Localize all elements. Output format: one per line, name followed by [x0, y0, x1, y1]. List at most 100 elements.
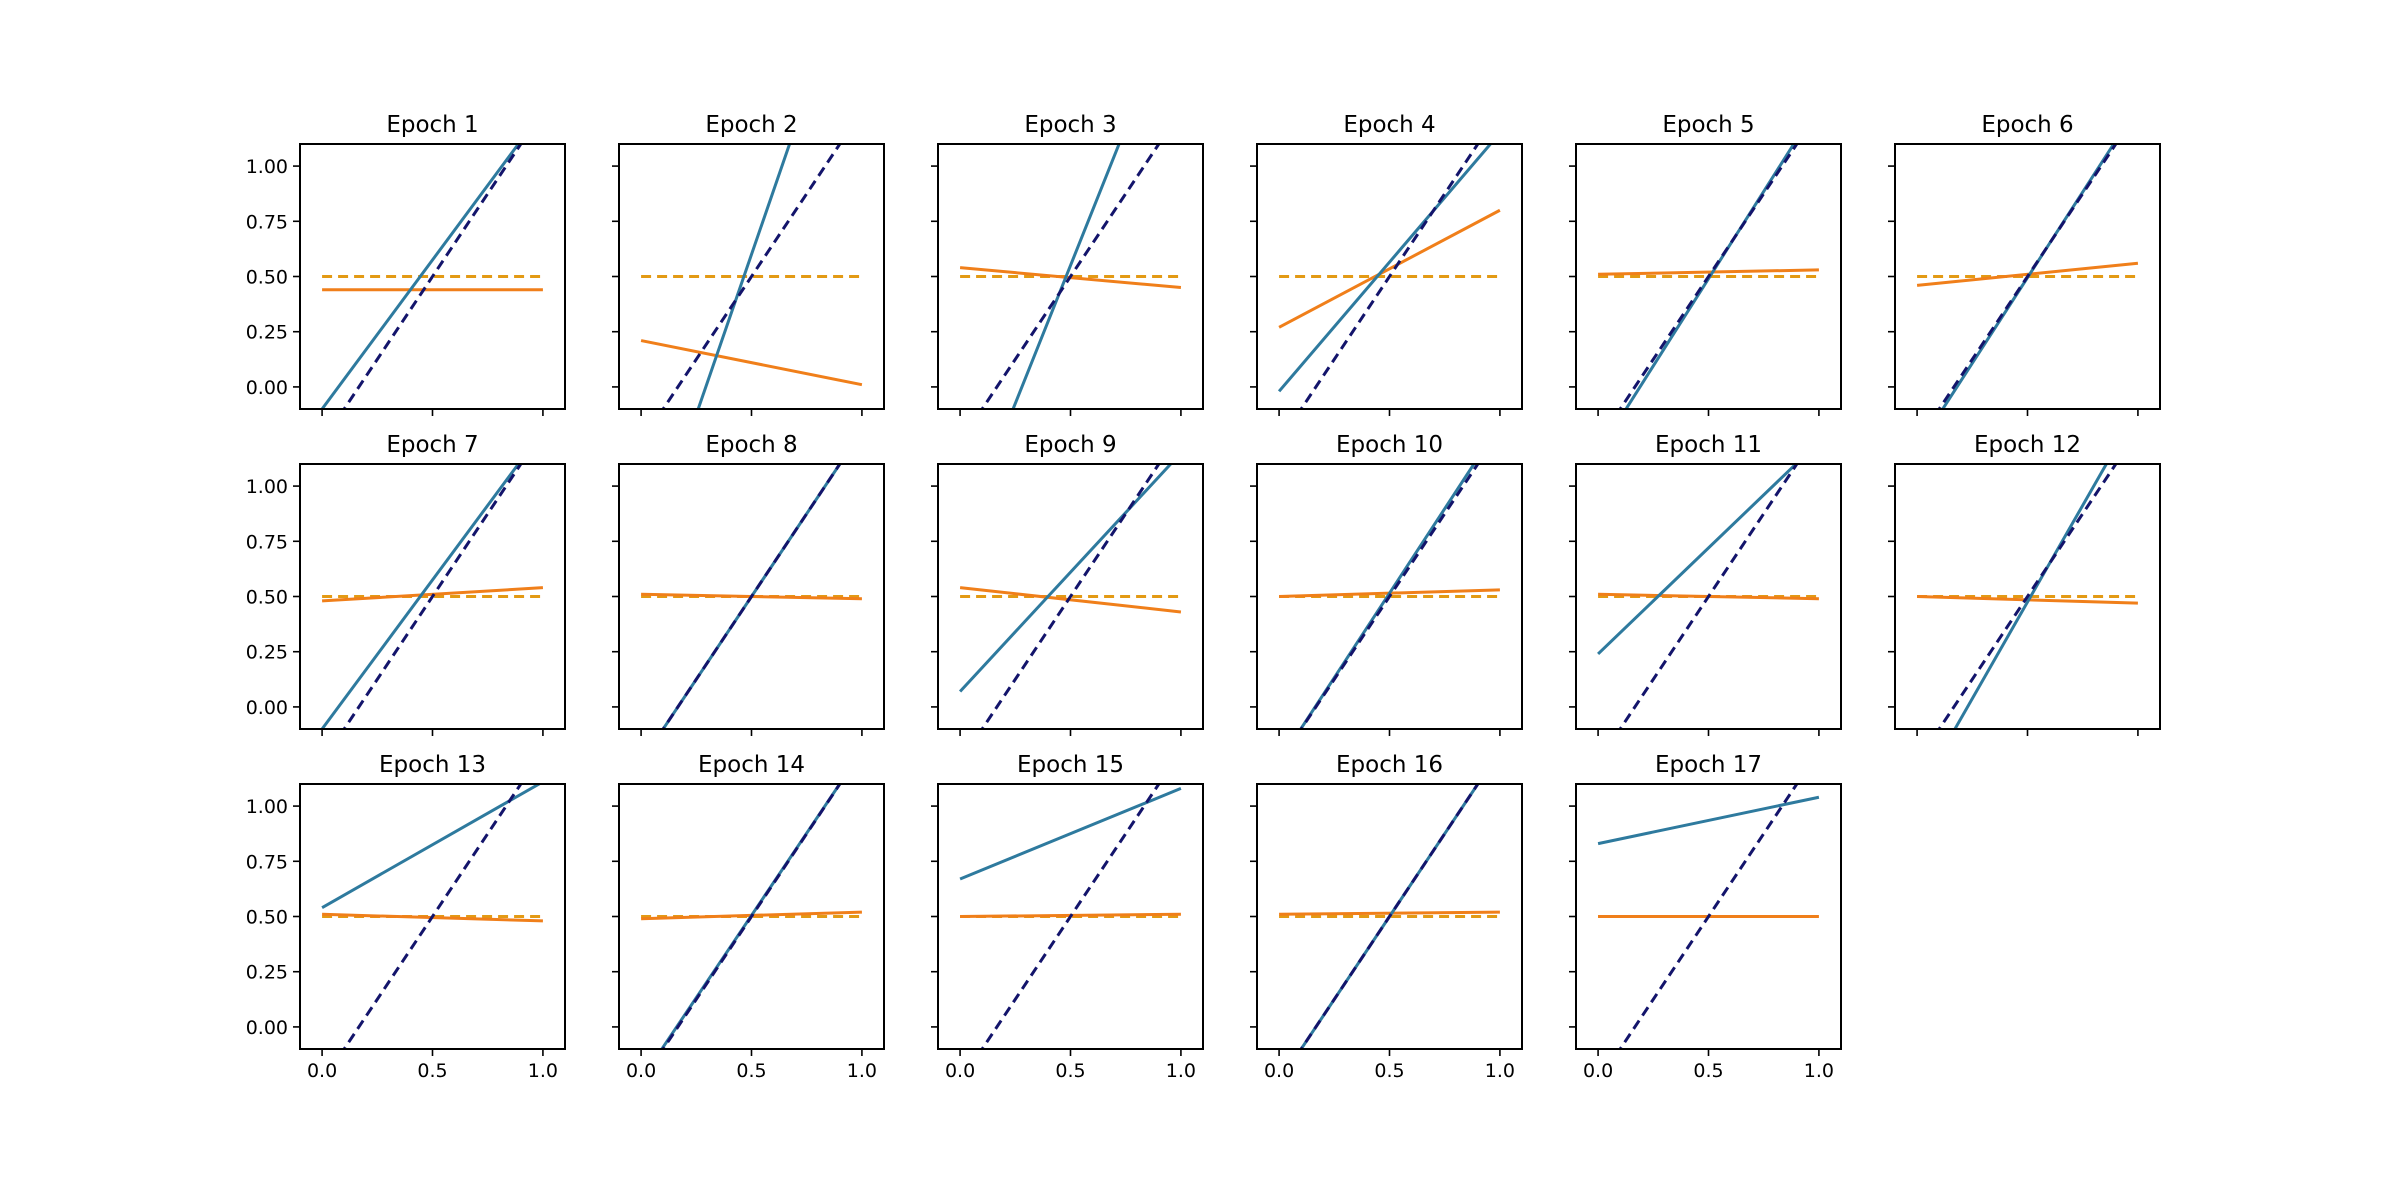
subplot-title: Epoch 1: [386, 112, 478, 138]
target-steep-dashed-line: [980, 464, 1161, 729]
plot-lines: [641, 464, 862, 729]
x-tick-label: 1.0: [528, 1060, 558, 1082]
subplot-epoch-6: Epoch 6: [1888, 112, 2161, 416]
y-tick-label: 0.50: [246, 907, 288, 929]
target-steep-dashed-line: [1937, 144, 2118, 409]
subplot-epoch-2: Epoch 2: [612, 112, 885, 416]
fitted-steep-line: [696, 144, 792, 409]
fitted-flat-line: [1598, 268, 1819, 276]
subplot-grid: Epoch 1 0.00 0.25 0.50 0.75 1.00 Epoch 2 Epoch …: [246, 112, 2161, 1082]
x-tick-label: 1.0: [1166, 1060, 1196, 1082]
y-tick-label: 0.50: [246, 267, 288, 289]
y-tick-label: 0.25: [246, 642, 288, 664]
y-tick-label: 1.00: [246, 796, 288, 818]
subplot-epoch-15: Epoch 15 0.0 0.5 1.0: [931, 752, 1204, 1082]
target-steep-dashed-line: [1937, 464, 2118, 729]
plot-lines: [1279, 464, 1500, 729]
y-tick-label: 1.00: [246, 156, 288, 178]
fitted-flat-line: [1279, 910, 1500, 916]
subplot-epoch-7: Epoch 7 0.00 0.25 0.50 0.75 1.00: [246, 432, 566, 736]
x-tick-label: 1.0: [847, 1060, 877, 1082]
fitted-flat-line: [1278, 208, 1501, 329]
plot-lines: [1277, 144, 1501, 409]
fitted-steep-line: [1298, 464, 1476, 729]
plot-lines: [320, 144, 543, 409]
plot-lines: [1916, 144, 2139, 409]
fitted-steep-line: [959, 787, 1182, 881]
fitted-steep-line: [1953, 464, 2109, 729]
target-steep-dashed-line: [1299, 784, 1480, 1049]
y-tick-label: 0.00: [246, 377, 288, 399]
x-tick-label: 0.5: [736, 1060, 766, 1082]
target-steep-dashed-line: [342, 784, 523, 1049]
subplot-title: Epoch 2: [705, 112, 797, 138]
subplot-title: Epoch 12: [1974, 432, 2081, 458]
x-tick-label: 0.0: [1583, 1060, 1613, 1082]
x-tick-label: 0.0: [1264, 1060, 1294, 1082]
subplot-title: Epoch 3: [1024, 112, 1116, 138]
y-tick-label: 0.00: [246, 1017, 288, 1039]
plot-lines: [1598, 144, 1819, 409]
plot-lines: [959, 144, 1182, 409]
target-steep-dashed-line: [661, 464, 842, 729]
fitted-steep-line: [321, 784, 543, 909]
y-tick-label: 0.75: [246, 211, 288, 233]
fitted-steep-line: [1597, 464, 1799, 655]
subplot-title: Epoch 6: [1981, 112, 2073, 138]
subplot-title: Epoch 17: [1655, 752, 1762, 778]
fitted-flat-line: [959, 586, 1182, 614]
target-steep-dashed-line: [1299, 464, 1480, 729]
subplot-epoch-12: Epoch 12: [1888, 432, 2161, 736]
fitted-steep-line: [1011, 144, 1121, 409]
plot-lines: [321, 784, 543, 1049]
plot-lines: [959, 784, 1182, 1049]
subplot-title: Epoch 14: [698, 752, 805, 778]
fitted-steep-line: [1277, 144, 1493, 393]
subplot-epoch-16: Epoch 16 0.0 0.5 1.0: [1250, 752, 1523, 1082]
subplot-title: Epoch 8: [705, 432, 797, 458]
target-steep-dashed-line: [980, 784, 1161, 1049]
plot-lines: [640, 144, 863, 409]
fitted-steep-line: [320, 144, 521, 409]
plot-lines: [1597, 464, 1819, 729]
x-tick-label: 1.0: [1485, 1060, 1515, 1082]
subplot-title: Epoch 11: [1655, 432, 1762, 458]
subplot-epoch-3: Epoch 3: [931, 112, 1204, 416]
subplot-epoch-8: Epoch 8: [612, 432, 885, 736]
subplot-epoch-11: Epoch 11: [1569, 432, 1842, 736]
target-steep-dashed-line: [1618, 464, 1799, 729]
x-tick-label: 0.5: [1055, 1060, 1085, 1082]
target-steep-dashed-line: [661, 784, 842, 1049]
target-steep-dashed-line: [661, 144, 842, 409]
subplot-epoch-14: Epoch 14 0.0 0.5 1.0: [612, 752, 885, 1082]
subplot-epoch-17: Epoch 17 0.0 0.5 1.0: [1569, 752, 1842, 1082]
subplot-epoch-10: Epoch 10: [1250, 432, 1523, 736]
subplot-title: Epoch 7: [386, 432, 478, 458]
x-tick-label: 0.5: [1693, 1060, 1723, 1082]
subplot-epoch-4: Epoch 4: [1250, 112, 1523, 416]
y-tick-label: 0.75: [246, 851, 288, 873]
y-tick-label: 0.00: [246, 697, 288, 719]
x-tick-label: 0.5: [417, 1060, 447, 1082]
x-tick-label: 0.5: [1374, 1060, 1404, 1082]
subplot-epoch-5: Epoch 5: [1569, 112, 1842, 416]
target-steep-dashed-line: [342, 464, 523, 729]
fitted-steep-line: [1597, 795, 1820, 846]
plot-lines: [1917, 464, 2138, 729]
y-tick-label: 0.75: [246, 531, 288, 553]
fitted-steep-line: [320, 464, 521, 729]
subplot-epoch-1: Epoch 1 0.00 0.25 0.50 0.75 1.00: [246, 112, 566, 416]
x-tick-label: 1.0: [1804, 1060, 1834, 1082]
fitted-flat-line: [640, 339, 863, 387]
y-tick-label: 0.25: [246, 962, 288, 984]
x-tick-label: 0.0: [626, 1060, 656, 1082]
y-tick-label: 0.50: [246, 587, 288, 609]
subplot-title: Epoch 15: [1017, 752, 1124, 778]
subplot-title: Epoch 16: [1336, 752, 1443, 778]
subplot-title: Epoch 13: [379, 752, 486, 778]
subplot-title: Epoch 10: [1336, 432, 1443, 458]
target-steep-dashed-line: [1618, 784, 1799, 1049]
plot-lines: [958, 464, 1182, 729]
target-steep-dashed-line: [980, 144, 1161, 409]
